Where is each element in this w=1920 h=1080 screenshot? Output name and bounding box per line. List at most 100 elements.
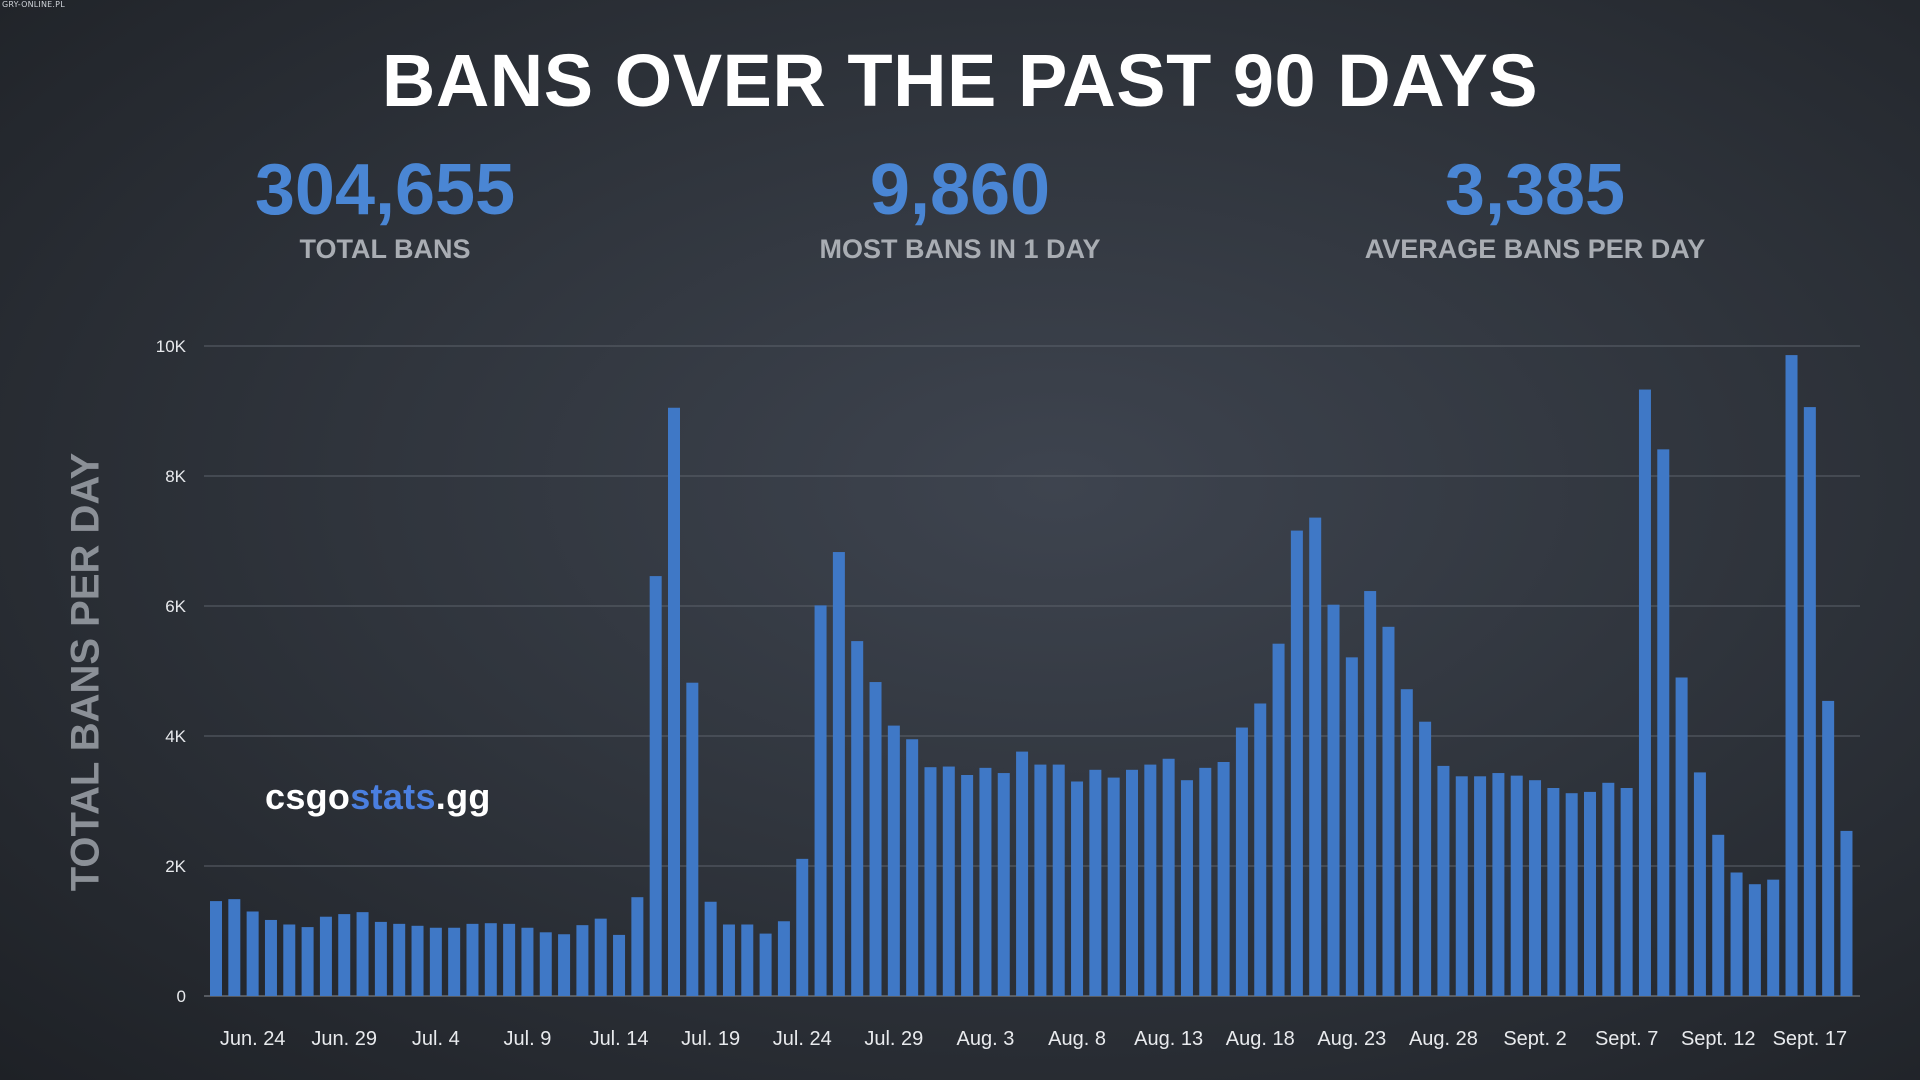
stat-label: TOTAL BANS	[299, 234, 471, 264]
source-watermark: GRY-ONLINE.PL	[2, 0, 65, 9]
bar	[558, 934, 571, 996]
bar	[1748, 884, 1761, 996]
bar	[1657, 449, 1670, 997]
stat-value: 304,655	[254, 150, 516, 230]
stat-label: MOST BANS IN 1 DAY	[819, 234, 1101, 264]
bar	[283, 924, 296, 996]
chart-title: BANS OVER THE PAST 90 DAYS	[381, 39, 1539, 122]
bar	[1034, 764, 1047, 996]
bar	[264, 919, 277, 996]
bar	[1382, 626, 1395, 996]
x-tick-label: Jun. 24	[220, 1028, 286, 1050]
bar	[668, 407, 680, 996]
bar	[1217, 762, 1230, 996]
bar	[997, 773, 1010, 996]
stat-most-bans: 9,860 MOST BANS IN 1 DAY	[680, 150, 1240, 265]
bar	[1345, 657, 1358, 996]
bar	[594, 918, 607, 996]
bar	[613, 934, 626, 996]
bar	[1675, 677, 1688, 996]
x-tick-label: Sept. 7	[1595, 1028, 1658, 1050]
bar	[1510, 775, 1523, 996]
bar	[942, 766, 955, 996]
bar	[466, 923, 479, 996]
bar	[777, 921, 790, 996]
bar	[448, 927, 461, 996]
bar	[906, 739, 919, 996]
bar	[814, 605, 827, 996]
bar	[741, 924, 754, 996]
y-tick-label: 2K	[165, 857, 186, 876]
bar	[1089, 769, 1102, 996]
bar	[979, 767, 992, 996]
x-tick-label: Jun. 29	[311, 1028, 377, 1050]
bar	[1492, 773, 1505, 996]
bar	[429, 927, 442, 996]
bar	[1199, 767, 1212, 996]
bar	[1400, 689, 1413, 996]
y-tick-label: 8K	[165, 467, 186, 486]
x-tick-label: Jul. 24	[773, 1028, 832, 1050]
bar	[1474, 776, 1487, 996]
logo-part-stats: stats	[350, 776, 436, 817]
bar	[411, 925, 424, 996]
bar	[796, 858, 809, 996]
bar	[374, 921, 387, 996]
bar	[1016, 751, 1029, 996]
bar	[1730, 872, 1743, 996]
bar	[704, 901, 717, 996]
x-tick-label: Aug. 13	[1134, 1028, 1203, 1050]
bar	[1584, 791, 1596, 996]
bar	[1180, 780, 1193, 996]
x-tick-label: Jul. 9	[504, 1028, 552, 1050]
bar	[1767, 879, 1780, 996]
bar	[1290, 530, 1303, 996]
x-tick-label: Aug. 23	[1317, 1028, 1386, 1050]
bar	[1803, 407, 1816, 997]
csgostats-logo: csgostats.gg	[265, 776, 491, 818]
bar	[1144, 764, 1157, 996]
y-tick-label: 10K	[156, 337, 187, 356]
bar	[1254, 703, 1267, 996]
bar	[1529, 780, 1542, 996]
bar	[1620, 788, 1633, 996]
y-tick-labels: 0 2K 4K 6K 8K 10K	[156, 337, 187, 1006]
x-tick-label: Sept. 17	[1773, 1028, 1848, 1050]
stat-label: AVERAGE BANS PER DAY	[1364, 234, 1706, 264]
bar	[1107, 777, 1120, 996]
bar	[924, 767, 937, 996]
y-tick-label: 0	[177, 987, 186, 1006]
bar	[503, 923, 516, 996]
bar	[576, 925, 589, 996]
x-tick-label: Jul. 29	[864, 1028, 923, 1050]
bars	[210, 355, 1853, 997]
bar	[301, 927, 314, 996]
bar	[539, 932, 552, 996]
stat-average-bans: 3,385 AVERAGE BANS PER DAY	[1255, 150, 1815, 265]
bar	[484, 923, 497, 996]
bar	[1272, 643, 1285, 996]
x-tick-label: Sept. 12	[1681, 1028, 1756, 1050]
bar	[1455, 776, 1468, 996]
bar	[210, 901, 222, 996]
x-tick-label: Jul. 4	[412, 1028, 460, 1050]
x-tick-label: Jul. 14	[590, 1028, 649, 1050]
bar	[1602, 782, 1615, 996]
x-tick-label: Aug. 8	[1048, 1028, 1106, 1050]
bar	[246, 911, 259, 996]
bar	[832, 552, 845, 996]
bar	[1822, 700, 1835, 996]
x-tick-label: Sept. 2	[1503, 1028, 1566, 1050]
bar	[393, 923, 406, 996]
bar	[722, 924, 735, 996]
bar	[1309, 517, 1322, 996]
stat-value: 3,385	[1444, 150, 1626, 230]
bar	[1693, 772, 1706, 996]
bar	[1712, 834, 1725, 996]
stat-total-bans: 304,655 TOTAL BANS	[105, 150, 665, 265]
bar	[1638, 389, 1651, 996]
x-tick-label: Aug. 28	[1409, 1028, 1478, 1050]
x-tick-labels: Jun. 24 Jun. 29 Jul. 4 Jul. 9 Jul. 14 Jul. 19…	[220, 1028, 1847, 1050]
